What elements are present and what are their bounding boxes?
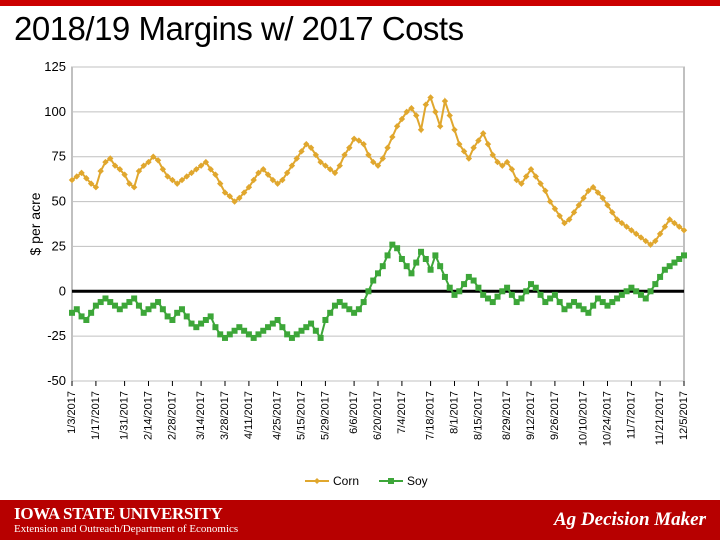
svg-text:-25: -25 <box>47 328 66 343</box>
svg-text:8/29/2017: 8/29/2017 <box>501 391 513 440</box>
svg-text:10/10/2017: 10/10/2017 <box>578 391 590 446</box>
svg-text:$ per acre: $ per acre <box>27 192 43 255</box>
slide-title: 2018/19 Margins w/ 2017 Costs <box>0 6 720 48</box>
svg-text:Soy: Soy <box>407 474 428 488</box>
university-name: IOWA STATE UNIVERSITY <box>14 505 238 522</box>
svg-text:9/26/2017: 9/26/2017 <box>549 391 561 440</box>
svg-text:10/24/2017: 10/24/2017 <box>602 391 614 446</box>
svg-text:100: 100 <box>44 104 66 119</box>
svg-text:1/17/2017: 1/17/2017 <box>90 391 102 440</box>
footer-bar: IOWA STATE UNIVERSITY Extension and Outr… <box>0 500 720 540</box>
svg-text:25: 25 <box>52 238 66 253</box>
svg-text:1/31/2017: 1/31/2017 <box>119 391 131 440</box>
slide: 2018/19 Margins w/ 2017 Costs -50 -25 0 25 5… <box>0 0 720 540</box>
svg-text:5/29/2017: 5/29/2017 <box>319 391 331 440</box>
ag-decision-maker-logo: Ag Decision Maker <box>554 509 706 531</box>
svg-text:125: 125 <box>44 59 66 74</box>
svg-text:-50: -50 <box>47 373 66 388</box>
svg-text:4/25/2017: 4/25/2017 <box>272 391 284 440</box>
svg-text:2/28/2017: 2/28/2017 <box>166 391 178 440</box>
university-block: IOWA STATE UNIVERSITY Extension and Outr… <box>14 505 238 535</box>
svg-text:0: 0 <box>59 283 66 298</box>
svg-text:6/6/2017: 6/6/2017 <box>348 391 360 434</box>
svg-text:12/5/2017: 12/5/2017 <box>678 391 690 440</box>
svg-text:50: 50 <box>52 194 66 209</box>
department-name: Extension and Outreach/Department of Eco… <box>14 524 238 535</box>
svg-text:8/1/2017: 8/1/2017 <box>449 391 461 434</box>
svg-text:8/15/2017: 8/15/2017 <box>472 391 484 440</box>
chart-area: -50 -25 0 25 50 75 100 125 $ per acre 1/3/2017 1/1… <box>0 48 720 500</box>
svg-text:2/14/2017: 2/14/2017 <box>143 391 155 440</box>
svg-text:11/21/2017: 11/21/2017 <box>654 391 666 445</box>
svg-text:11/7/2017: 11/7/2017 <box>625 391 637 439</box>
svg-text:75: 75 <box>52 149 66 164</box>
svg-text:1/3/2017: 1/3/2017 <box>66 391 78 434</box>
svg-text:7/18/2017: 7/18/2017 <box>425 391 437 440</box>
svg-text:9/12/2017: 9/12/2017 <box>525 391 537 440</box>
svg-text:6/20/2017: 6/20/2017 <box>372 391 384 440</box>
svg-text:Corn: Corn <box>333 474 359 488</box>
svg-text:5/15/2017: 5/15/2017 <box>296 391 308 440</box>
svg-text:3/28/2017: 3/28/2017 <box>219 391 231 440</box>
svg-text:3/14/2017: 3/14/2017 <box>195 391 207 440</box>
margins-chart: -50 -25 0 25 50 75 100 125 $ per acre 1/3/2017 1/1… <box>26 52 694 500</box>
svg-text:4/11/2017: 4/11/2017 <box>243 391 255 439</box>
svg-text:7/4/2017: 7/4/2017 <box>396 391 408 434</box>
